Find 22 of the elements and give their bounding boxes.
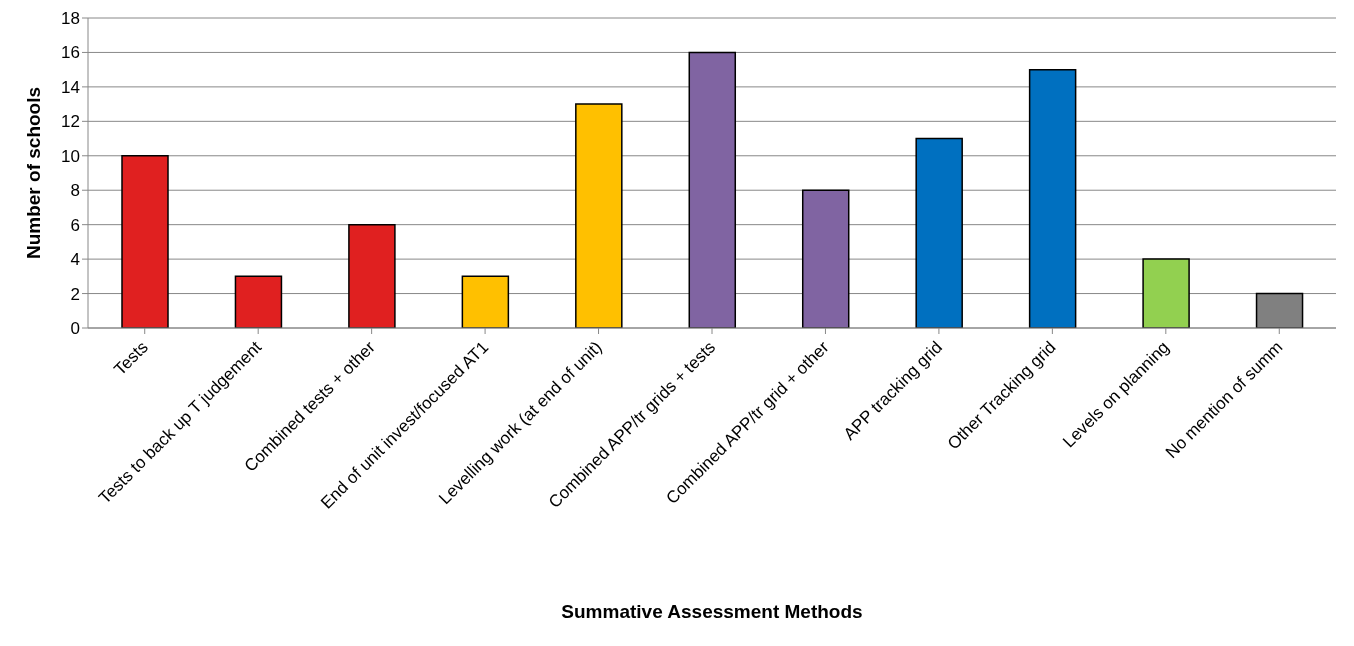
y-tick-label: 6	[70, 215, 80, 235]
bar	[688, 51, 737, 328]
y-axis-title: Number of schools	[22, 86, 44, 260]
bar	[121, 155, 169, 328]
y-tick-label: 18	[61, 9, 80, 29]
y-tick-label: 4	[70, 250, 80, 270]
bar	[801, 189, 850, 328]
y-tick-label: 16	[61, 43, 80, 63]
bar	[1142, 258, 1190, 328]
bar	[461, 275, 510, 328]
bar	[234, 275, 283, 328]
y-tick-label: 14	[61, 77, 80, 97]
x-axis-title: Summative Assessment Methods	[561, 601, 863, 622]
y-tick-label: 2	[70, 284, 80, 304]
bar	[1028, 68, 1077, 328]
y-tick-label: 12	[61, 112, 80, 132]
y-tick-label: 10	[61, 146, 80, 166]
bar	[915, 137, 963, 328]
bar	[575, 103, 623, 328]
y-tick-label: 8	[70, 181, 80, 201]
bar	[348, 223, 396, 328]
y-tick-label: 0	[70, 319, 80, 339]
